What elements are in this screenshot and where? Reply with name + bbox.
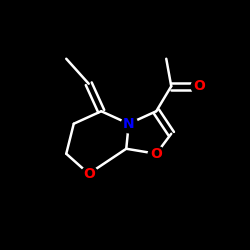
Text: O: O — [83, 167, 95, 181]
Text: N: N — [123, 117, 134, 131]
Text: O: O — [150, 147, 162, 161]
Text: O: O — [193, 79, 205, 93]
